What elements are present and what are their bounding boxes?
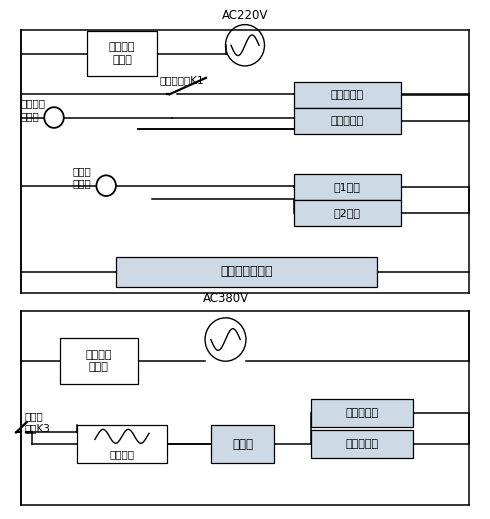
Text: AC220V: AC220V xyxy=(222,9,268,22)
Bar xyxy=(294,108,401,134)
Text: 加热器电源: 加热器电源 xyxy=(345,439,378,449)
Bar xyxy=(116,257,376,287)
Text: AC380V: AC380V xyxy=(202,292,248,305)
Text: 功率表开关K1: 功率表开关K1 xyxy=(159,75,204,85)
Bar xyxy=(211,425,274,463)
Bar xyxy=(87,31,157,76)
Text: 温控表电源: 温控表电源 xyxy=(331,116,364,126)
Bar xyxy=(294,83,401,108)
Bar xyxy=(311,399,413,427)
Text: 热继电器: 热继电器 xyxy=(109,449,134,459)
Bar xyxy=(60,338,138,385)
Text: 接触器: 接触器 xyxy=(232,438,253,450)
Text: 模式转换
继电器: 模式转换 继电器 xyxy=(21,99,46,121)
Text: 泵2电源: 泵2电源 xyxy=(334,208,361,218)
Bar xyxy=(311,430,413,458)
Text: 电加热
开关K3: 电加热 开关K3 xyxy=(25,411,50,433)
Bar xyxy=(77,425,167,463)
Text: 相序保护
继电器: 相序保护 继电器 xyxy=(86,350,112,373)
Bar xyxy=(294,200,401,226)
Text: 泵1电源: 泵1电源 xyxy=(334,182,361,192)
Text: 功率表电源: 功率表电源 xyxy=(331,90,364,100)
Text: 泵切换
继电器: 泵切换 继电器 xyxy=(72,166,91,188)
Text: 功率传感器: 功率传感器 xyxy=(345,408,378,418)
Bar xyxy=(294,174,401,200)
Text: 伺服电机驱动器: 伺服电机驱动器 xyxy=(220,265,272,278)
Text: 相序保护
继电器: 相序保护 继电器 xyxy=(109,43,135,65)
